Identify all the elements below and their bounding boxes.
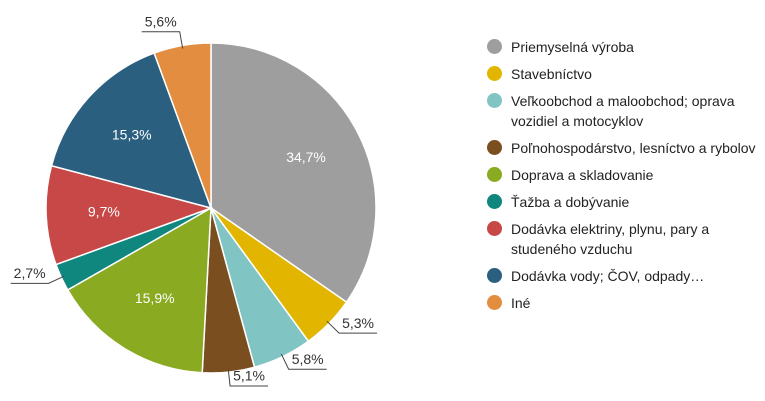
leader-line — [280, 353, 327, 370]
legend-item: Ťažba a dobývanie — [487, 192, 757, 212]
legend-item: Veľkoobchod a maloobchod; oprava vozidie… — [487, 91, 757, 131]
legend-item: Poľnohospodárstvo, lesníctvo a rybolov — [487, 138, 757, 158]
legend-label: Veľkoobchod a maloobchod; oprava vozidie… — [511, 93, 735, 129]
legend-marker — [487, 268, 502, 283]
legend-item: Iné — [487, 293, 757, 313]
data-label: 15,3% — [112, 126, 152, 142]
legend-marker — [487, 93, 502, 108]
legend-item: Dodávka elektriny, plynu, pary a studené… — [487, 219, 757, 259]
legend-marker — [487, 140, 502, 155]
data-label: 2,7% — [14, 265, 46, 281]
legend-label: Doprava a skladovanie — [511, 167, 654, 183]
data-label: 34,7% — [286, 149, 326, 165]
pie-slice — [45, 164, 214, 266]
data-label: 5,1% — [233, 368, 265, 384]
pie-slice — [210, 42, 377, 304]
leader-line — [227, 369, 269, 387]
legend-marker — [487, 66, 502, 81]
data-label: 15,9% — [135, 290, 175, 306]
legend-label: Stavebníctvo — [511, 66, 592, 82]
data-label: 5,3% — [342, 315, 374, 331]
data-label: 5,6% — [145, 13, 177, 29]
pie-slice — [50, 52, 213, 210]
legend-label: Priemyselná výroba — [511, 39, 634, 55]
legend-marker — [487, 221, 502, 236]
legend-marker — [487, 295, 502, 310]
legend-item: Priemyselná výroba — [487, 37, 757, 57]
legend-item: Stavebníctvo — [487, 64, 757, 84]
legend-marker — [487, 39, 502, 54]
legend-label: Iné — [511, 295, 531, 311]
legend-item: Doprava a skladovanie — [487, 165, 757, 185]
legend-marker — [487, 194, 502, 209]
legend-marker — [487, 167, 502, 182]
pie: 34,7% 5,3% 5,8% 5,1% 15,9% 2,7% 9,7% 15,3% 5,6% — [10, 13, 378, 387]
pie-slice — [66, 206, 212, 374]
legend: Priemyselná výroba Stavebníctvo Veľkoobcho… — [487, 37, 757, 320]
legend-label: Ťažba a dobývanie — [511, 194, 630, 210]
data-label: 9,7% — [88, 204, 120, 220]
leader-line — [141, 31, 184, 49]
legend-label: Dodávka vody; ČOV, odpady… — [511, 268, 705, 284]
legend-item: Dodávka vody; ČOV, odpady… — [487, 266, 757, 286]
data-label: 5,8% — [292, 351, 324, 367]
leader-line — [10, 275, 65, 284]
legend-label: Poľnohospodárstvo, lesníctvo a rybolov — [511, 140, 756, 156]
legend-label: Dodávka elektriny, plynu, pary a studené… — [511, 221, 710, 257]
leader-line — [326, 320, 378, 334]
